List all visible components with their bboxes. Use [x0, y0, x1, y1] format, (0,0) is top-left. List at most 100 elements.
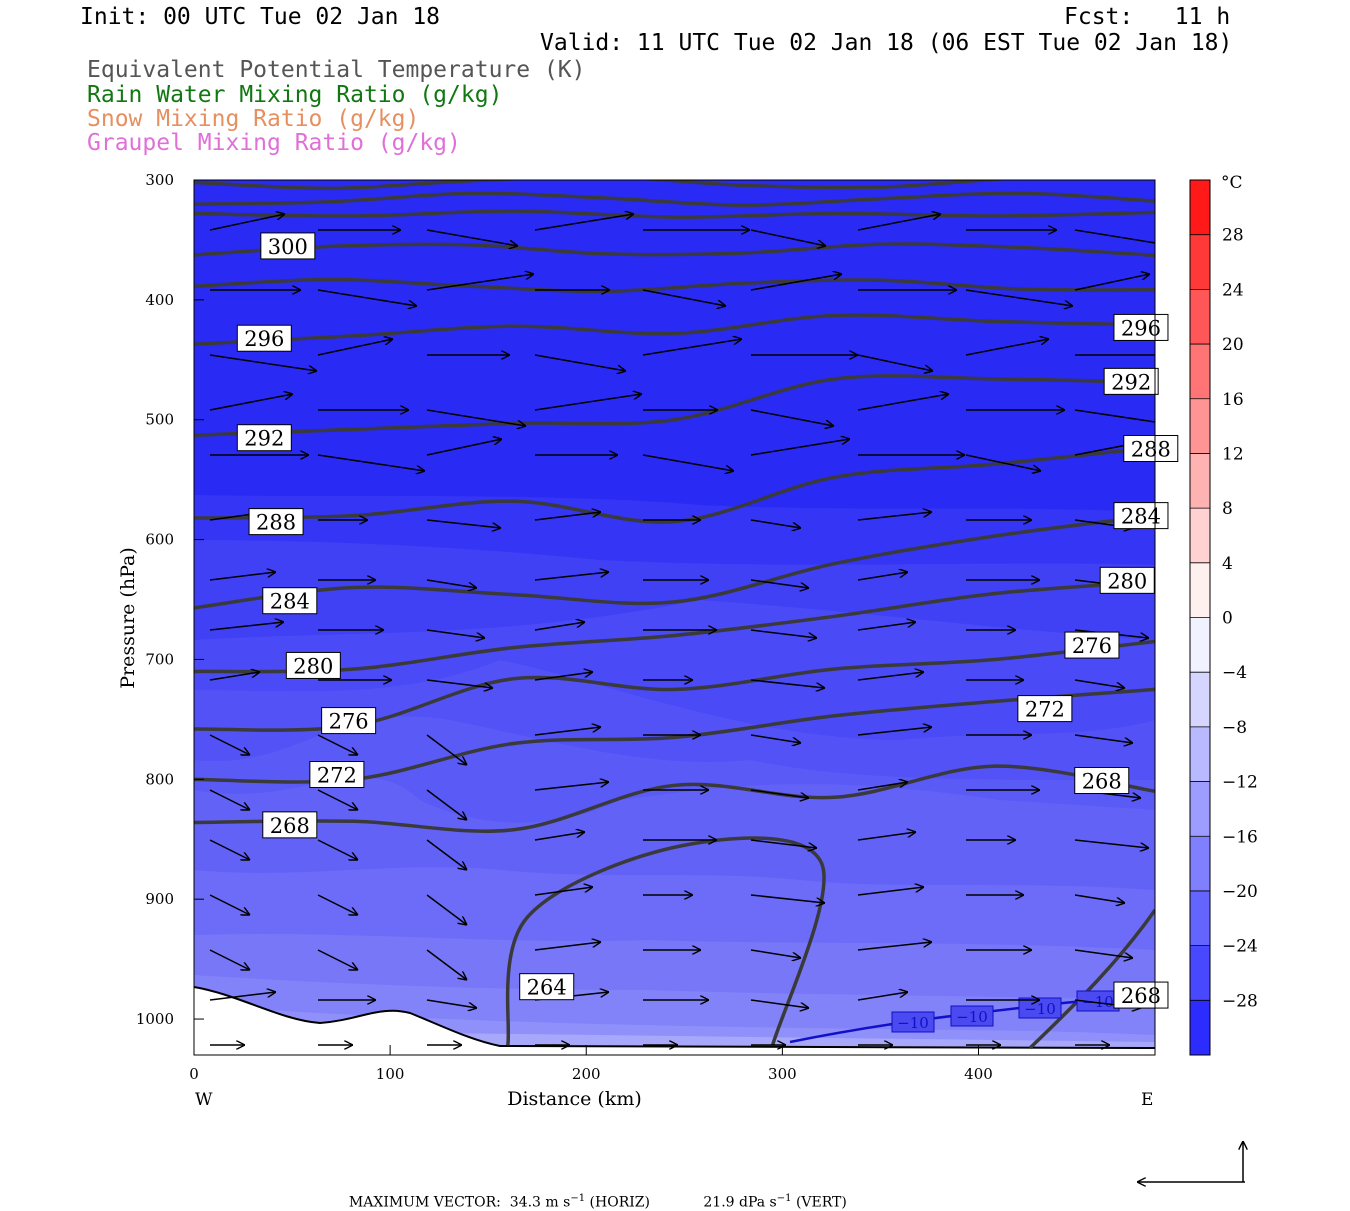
colorbar-tick-label: −12 — [1222, 773, 1258, 793]
wind-vector — [750, 789, 809, 798]
wind-vector — [534, 832, 585, 841]
wind-vector — [209, 839, 250, 860]
contour-label-box — [236, 324, 292, 352]
contour-label: 284 — [1121, 505, 1161, 529]
colorbar-cell — [1190, 617, 1210, 673]
wind-vector — [965, 339, 1049, 356]
minus10-label: −10 — [956, 1008, 988, 1026]
wind-vector — [534, 572, 609, 581]
contour-label-box — [262, 587, 318, 615]
colorbar-cell — [1190, 672, 1210, 728]
wind-vector — [534, 727, 601, 736]
colorbar-tick-label: 16 — [1222, 390, 1244, 410]
contour-label-box — [1113, 502, 1169, 530]
wind-vector — [965, 454, 1041, 471]
wind-vector — [209, 214, 285, 231]
minus10-label-box — [950, 1005, 994, 1027]
wind-vector — [750, 949, 801, 958]
contour-label: 292 — [244, 427, 284, 451]
contour-label-box — [1099, 566, 1155, 594]
wind-vector — [209, 949, 250, 970]
wind-vector — [426, 839, 467, 870]
colorbar-tick-label: 4 — [1222, 554, 1233, 574]
contour-label-box — [1017, 695, 1073, 723]
wind-vector — [1074, 679, 1125, 688]
wind-vector — [317, 289, 417, 306]
wind-vector — [426, 999, 477, 1008]
colorbar-tick-label: 8 — [1222, 499, 1233, 519]
wind-vector — [209, 354, 317, 371]
wind-vector — [426, 679, 493, 688]
wind-vector — [642, 289, 726, 306]
wind-vector — [426, 519, 501, 528]
colorbar-cell — [1190, 945, 1210, 1001]
wind-vector — [426, 229, 518, 246]
colorbar-cell — [1190, 890, 1210, 947]
west-label: W — [195, 1090, 213, 1110]
colorbar-cell — [1190, 1000, 1210, 1056]
theta-e-contour-268 — [194, 764, 1155, 833]
wind-vector — [426, 409, 526, 426]
x-tick-label: 200 — [572, 1065, 601, 1083]
contour-label-box — [321, 707, 377, 735]
y-tick-label: 600 — [145, 531, 174, 549]
field-label-graupel: Graupel Mixing Ratio (g/kg) — [87, 130, 461, 156]
wind-vector — [750, 679, 825, 688]
colorbar-tick-label: 20 — [1222, 335, 1244, 355]
wind-vector — [426, 274, 534, 291]
wind-vector — [534, 887, 593, 896]
wind-vector — [857, 727, 932, 736]
minus10-isotherm: −10 −10 −10 −10 — [789, 990, 1155, 1044]
wind-vector — [857, 672, 924, 681]
max-vector-vert: 21.9 dPa s — [703, 1194, 777, 1211]
theta-e-contour-288 — [194, 445, 1155, 524]
colorbar-cell — [1190, 453, 1210, 509]
wind-vector — [317, 839, 358, 860]
theta-e-contour-300 — [194, 209, 1155, 219]
x-tick-label: 300 — [768, 1065, 797, 1083]
wind-vector — [857, 622, 916, 631]
y-tick-label: 800 — [145, 770, 174, 788]
contour-label-box — [1123, 434, 1179, 462]
contour-label-box — [236, 424, 292, 452]
field-label-theta-e: Equivalent Potential Temperature (K) — [87, 57, 586, 83]
wind-vector — [534, 394, 642, 411]
colorbar-tick-label: 24 — [1222, 280, 1244, 300]
contour-label-box — [248, 508, 304, 536]
terrain — [194, 987, 1155, 1055]
wind-vector — [317, 454, 425, 471]
contour-label-box — [1064, 631, 1120, 659]
contour-label-box — [1113, 981, 1169, 1009]
wind-vector — [317, 894, 358, 915]
colorbar-cell — [1190, 562, 1210, 618]
y-tick-label: 700 — [145, 650, 174, 668]
wind-vector — [857, 214, 941, 231]
wind-vector — [209, 672, 260, 681]
contour-label: 268 — [270, 814, 310, 838]
wind-vector — [534, 622, 585, 631]
reference-vector-icon — [1137, 1141, 1245, 1182]
contour-label: 280 — [1107, 569, 1147, 593]
wind-vector — [317, 949, 358, 970]
colorbar-cell — [1190, 344, 1210, 400]
wind-vector — [750, 229, 826, 246]
colorbar-cell — [1190, 234, 1210, 290]
wind-vector — [209, 789, 250, 810]
colorbar-tick-label: −20 — [1222, 882, 1258, 902]
contour-label: 288 — [1131, 437, 1171, 461]
x-tick-label: 400 — [964, 1065, 993, 1083]
field-label-rain: Rain Water Mixing Ratio (g/kg) — [87, 82, 503, 108]
theta-e-contour-280 — [194, 579, 1155, 674]
wind-vector — [857, 942, 932, 951]
wind-vector — [426, 734, 467, 765]
wind-vector — [426, 629, 485, 638]
wind-vector — [750, 439, 850, 456]
x-axis-label: Distance (km) — [507, 1088, 642, 1110]
wind-vector — [1074, 949, 1133, 958]
theta-e-contour-upper — [194, 277, 1155, 294]
wind-vector — [209, 572, 276, 581]
plot-frame — [193, 179, 1156, 1056]
wind-vector — [750, 274, 842, 291]
theta-e-contour-upper — [194, 191, 1155, 207]
